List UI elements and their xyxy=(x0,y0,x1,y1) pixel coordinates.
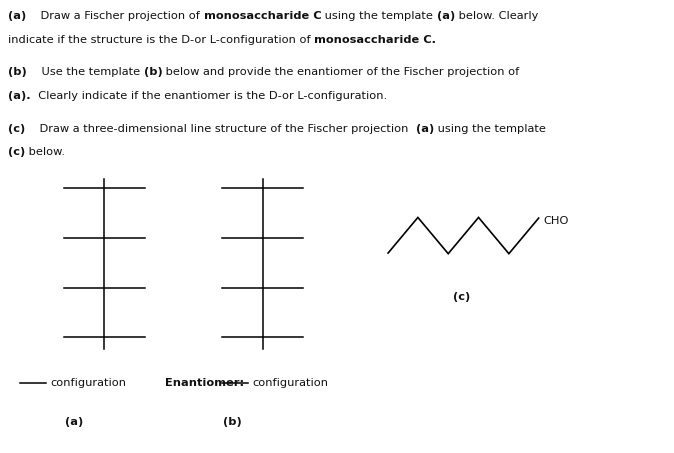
Text: configuration: configuration xyxy=(51,378,127,388)
Text: Use the template: Use the template xyxy=(27,67,144,77)
Text: (b): (b) xyxy=(223,417,242,427)
Text: indicate if the structure is the D-or L-configuration of: indicate if the structure is the D-or L-… xyxy=(8,35,314,45)
Text: monosaccharide C.: monosaccharide C. xyxy=(314,35,436,45)
Text: (c): (c) xyxy=(8,147,26,157)
Text: below.: below. xyxy=(26,147,65,157)
Text: configuration: configuration xyxy=(253,378,329,388)
Text: monosaccharide C: monosaccharide C xyxy=(204,11,321,21)
Text: (c): (c) xyxy=(8,124,26,134)
Text: using the template: using the template xyxy=(321,11,437,21)
Text: Enantiomer:: Enantiomer: xyxy=(165,378,244,388)
Text: Draw a Fischer projection of: Draw a Fischer projection of xyxy=(26,11,204,21)
Text: CHO: CHO xyxy=(543,216,569,226)
Text: (c): (c) xyxy=(453,292,470,302)
Text: (a): (a) xyxy=(416,124,434,134)
Text: (a): (a) xyxy=(8,11,26,21)
Text: (b): (b) xyxy=(144,67,162,77)
Text: using the template: using the template xyxy=(434,124,546,134)
Text: (a): (a) xyxy=(437,11,455,21)
Text: (a): (a) xyxy=(65,417,84,427)
Text: (a).: (a). xyxy=(8,91,31,101)
Text: Draw a three-dimensional line structure of the Fischer projection: Draw a three-dimensional line structure … xyxy=(26,124,416,134)
Text: Clearly indicate if the enantiomer is the D-or L-configuration.: Clearly indicate if the enantiomer is th… xyxy=(31,91,387,101)
Text: (b): (b) xyxy=(8,67,27,77)
Text: below and provide the enantiomer of the Fischer projection of: below and provide the enantiomer of the … xyxy=(162,67,520,77)
Text: below. Clearly: below. Clearly xyxy=(455,11,539,21)
